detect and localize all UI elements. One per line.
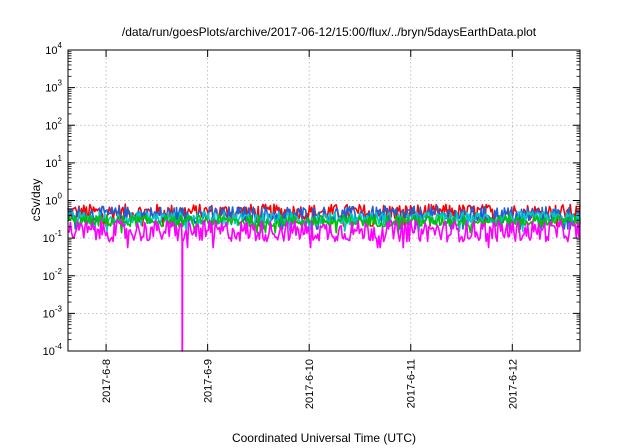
y-tick-label: 10-2 [43, 267, 63, 283]
y-axis-label: cSv/day [29, 179, 43, 222]
y-tick-label: 104 [45, 41, 62, 57]
grid-lines [68, 50, 580, 351]
series-line [67, 219, 581, 352]
y-tick-label: 102 [45, 116, 62, 132]
y-tick-label: 10-3 [43, 304, 63, 320]
axis-ticks [68, 49, 580, 352]
series-layer [67, 203, 581, 352]
y-tick-label: 101 [45, 154, 62, 170]
y-tick-label: 10-1 [43, 229, 63, 245]
chart-title: /data/run/goesPlots/archive/2017-06-12/1… [122, 25, 537, 39]
x-tick-label: 2017-6-12 [507, 359, 519, 409]
x-tick-label: 2017-6-9 [203, 359, 215, 403]
y-tick-label: 103 [45, 79, 62, 95]
y-tick-label: 10-4 [43, 342, 63, 358]
x-tick-label: 2017-6-11 [406, 359, 418, 408]
x-axis-label: Coordinated Universal Time (UTC) [232, 431, 416, 445]
x-tick-label: 2017-6-8 [101, 359, 113, 403]
x-tick-labels: 2017-6-8 2017-6-9 2017-6-10 2017-6-11 2017-6… [101, 359, 519, 409]
series-line [67, 214, 581, 234]
x-tick-label: 2017-6-10 [304, 359, 316, 409]
y-tick-label: 100 [45, 192, 62, 208]
y-tick-labels: 10-4 10-3 10-2 10-1 100 101 102 103 104 [43, 41, 63, 358]
